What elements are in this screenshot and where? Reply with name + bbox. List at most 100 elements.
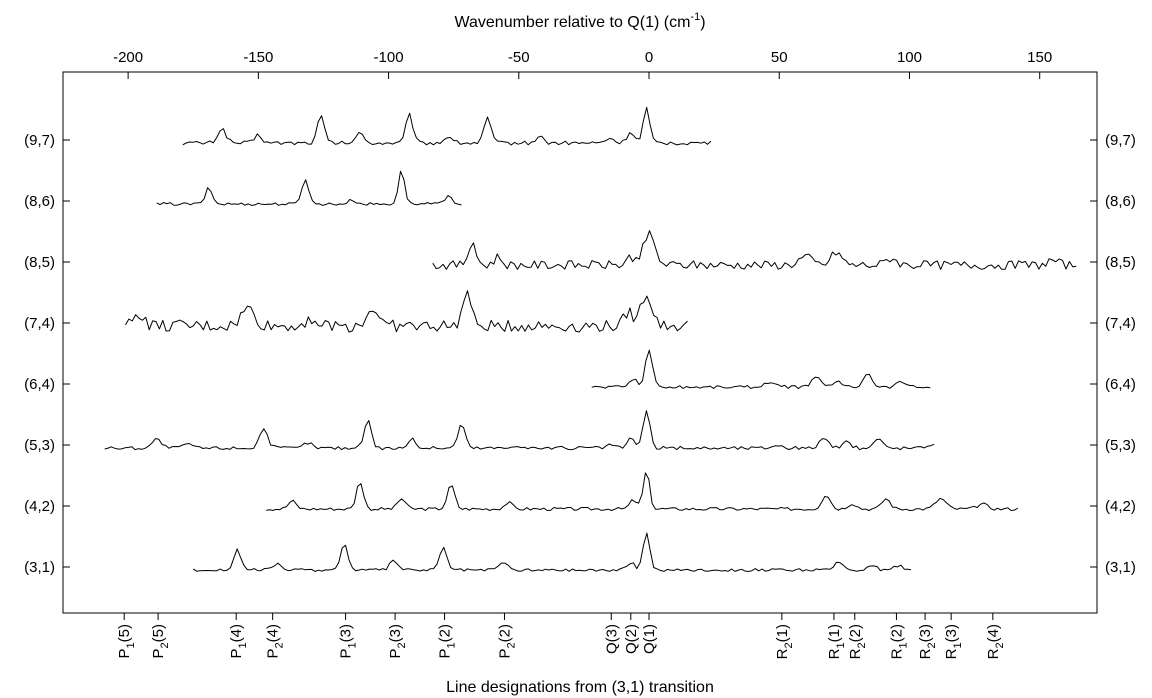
bottom-tick-label-arg: (2) <box>847 624 864 642</box>
bottom-tick-label: Q(2) <box>623 624 640 654</box>
bottom-tick-label: P2(3) <box>387 624 408 658</box>
spectrum-trace <box>266 472 1019 511</box>
spectrum-trace <box>104 410 935 451</box>
bottom-tick-label-main: P <box>437 648 454 658</box>
bottom-tick-label-arg: (3) <box>917 624 934 642</box>
bottom-axis-title: Line designations from (3,1) transition <box>446 679 714 696</box>
bottom-tick-label-sub: 1 <box>835 642 847 648</box>
top-tick-label: 0 <box>645 49 653 66</box>
left-row-label: (6,4) <box>24 376 55 393</box>
bottom-tick-label-arg: (3) <box>338 624 355 642</box>
bottom-tick-label-sub: 2 <box>926 642 938 648</box>
top-tick-label: 150 <box>1027 49 1052 66</box>
bottom-tick-label-sub: 2 <box>396 642 408 648</box>
bottom-tick-label-arg: (2) <box>437 624 454 642</box>
spectrum-trace <box>591 349 931 390</box>
left-row-label: (4,2) <box>24 498 55 515</box>
right-row-label: (7,4) <box>1105 315 1136 332</box>
bottom-tick-label: P2(4) <box>265 624 286 658</box>
top-axis-title-sup: -1 <box>690 11 700 23</box>
bottom-tick-label-sub: 1 <box>446 642 458 648</box>
bottom-tick-label: R2(2) <box>847 624 868 659</box>
bottom-tick-label-main: R <box>774 648 791 659</box>
top-tick-label: 50 <box>771 49 788 66</box>
traces <box>104 106 1077 572</box>
bottom-tick-label: P2(5) <box>150 624 171 658</box>
bottom-tick-label-sub: 2 <box>159 642 171 648</box>
bottom-tick-label-sub: 1 <box>125 642 137 648</box>
bottom-tick-label-main: P <box>150 648 167 658</box>
bottom-tick-label-main: R <box>847 648 864 659</box>
bottom-tick-label-main: P <box>338 648 355 658</box>
bottom-tick-label-main: R <box>943 648 960 659</box>
bottom-tick-label-arg: (4) <box>265 624 282 642</box>
bottom-tick-label-main: P <box>496 648 513 658</box>
right-row-label: (3,1) <box>1105 559 1136 576</box>
bottom-tick-label-sub: 1 <box>237 642 249 648</box>
bottom-tick-label-sub: 2 <box>783 642 795 648</box>
bottom-tick-label-main: R <box>888 648 905 659</box>
top-tick-label: -100 <box>374 49 404 66</box>
bottom-tick-label-main: P <box>116 648 133 658</box>
top-tick-label: -200 <box>113 49 143 66</box>
bottom-tick-label-main: R <box>917 648 934 659</box>
bottom-tick-label-sub: 1 <box>952 642 964 648</box>
spectrum-trace <box>192 532 912 572</box>
bottom-tick-label-main: R <box>826 648 843 659</box>
bottom-tick-label-arg: (3) <box>387 624 404 642</box>
bottom-tick-label-sub: 2 <box>274 642 286 648</box>
top-tick-label: -50 <box>508 49 530 66</box>
bottom-tick-label-sub: 2 <box>505 642 517 648</box>
bottom-tick-label: P1(3) <box>338 624 359 658</box>
spectrum-trace <box>432 230 1077 270</box>
left-row-label: (9,7) <box>24 132 55 149</box>
top-tick-label: -150 <box>243 49 273 66</box>
bottom-tick-label-main: P <box>387 648 404 658</box>
bottom-tick-label-arg: (4) <box>228 624 245 642</box>
bottom-tick-label: R1(1) <box>826 624 847 659</box>
top-tick-label: 100 <box>897 49 922 66</box>
spectrum-trace <box>125 290 688 333</box>
row-labels: (9,7) (9,7) (8,6) (8,6) (8,5) (8,5) (7,4) (7,4)… <box>24 132 1136 576</box>
bottom-tick-label-main: P <box>265 648 282 658</box>
bottom-tick-label-sub: 1 <box>347 642 359 648</box>
right-row-label: (4,2) <box>1105 498 1136 515</box>
bottom-tick-label-main: R <box>985 648 1002 659</box>
bottom-tick-label: P1(2) <box>437 624 458 658</box>
spectrum-trace <box>182 106 712 146</box>
bottom-tick-label: Q(3) <box>603 624 620 654</box>
right-row-label: (8,6) <box>1105 193 1136 210</box>
bottom-tick-label-arg: (5) <box>150 624 167 642</box>
left-row-label: (8,6) <box>24 193 55 210</box>
bottom-tick-label-main: Q(3) <box>603 624 620 654</box>
bottom-tick-label-main: P <box>228 648 245 658</box>
bottom-tick-label: P2(2) <box>496 624 517 658</box>
left-row-label: (8,5) <box>24 254 55 271</box>
left-row-label: (7,4) <box>24 315 55 332</box>
bottom-tick-label-arg: (3) <box>943 624 960 642</box>
right-row-label: (6,4) <box>1105 376 1136 393</box>
bottom-tick-label: P1(5) <box>116 624 137 658</box>
plot-frame <box>62 71 1098 614</box>
bottom-tick-label-arg: (1) <box>774 624 791 642</box>
left-row-label: (3,1) <box>24 559 55 576</box>
spectrum-trace <box>156 170 462 206</box>
top-axis-title-suffix: ) <box>700 14 705 31</box>
left-row-label: (5,3) <box>24 437 55 454</box>
bottom-tick-label-sub: 2 <box>994 642 1006 648</box>
bottom-tick-label: R1(2) <box>888 624 909 659</box>
bottom-tick-label: R2(1) <box>774 624 795 659</box>
right-row-label: (5,3) <box>1105 437 1136 454</box>
right-row-label: (8,5) <box>1105 254 1136 271</box>
bottom-tick-label: Q(1) <box>641 624 658 654</box>
bottom-tick-label-arg: (1) <box>826 624 843 642</box>
bottom-tick-label-sub: 1 <box>897 642 909 648</box>
bottom-tick-label-sub: 2 <box>856 642 868 648</box>
top-axis-ticks: -200 -150 -100 -50 0 50 100 150 <box>113 49 1052 79</box>
bottom-tick-label: P1(4) <box>228 624 249 658</box>
top-axis-title-main: Wavenumber relative to Q(1) (cm <box>454 14 690 31</box>
bottom-tick-label-main: Q(1) <box>641 624 658 654</box>
bottom-tick-label: R2(3) <box>917 624 938 659</box>
right-row-label: (9,7) <box>1105 132 1136 149</box>
bottom-tick-label: R1(3) <box>943 624 964 659</box>
